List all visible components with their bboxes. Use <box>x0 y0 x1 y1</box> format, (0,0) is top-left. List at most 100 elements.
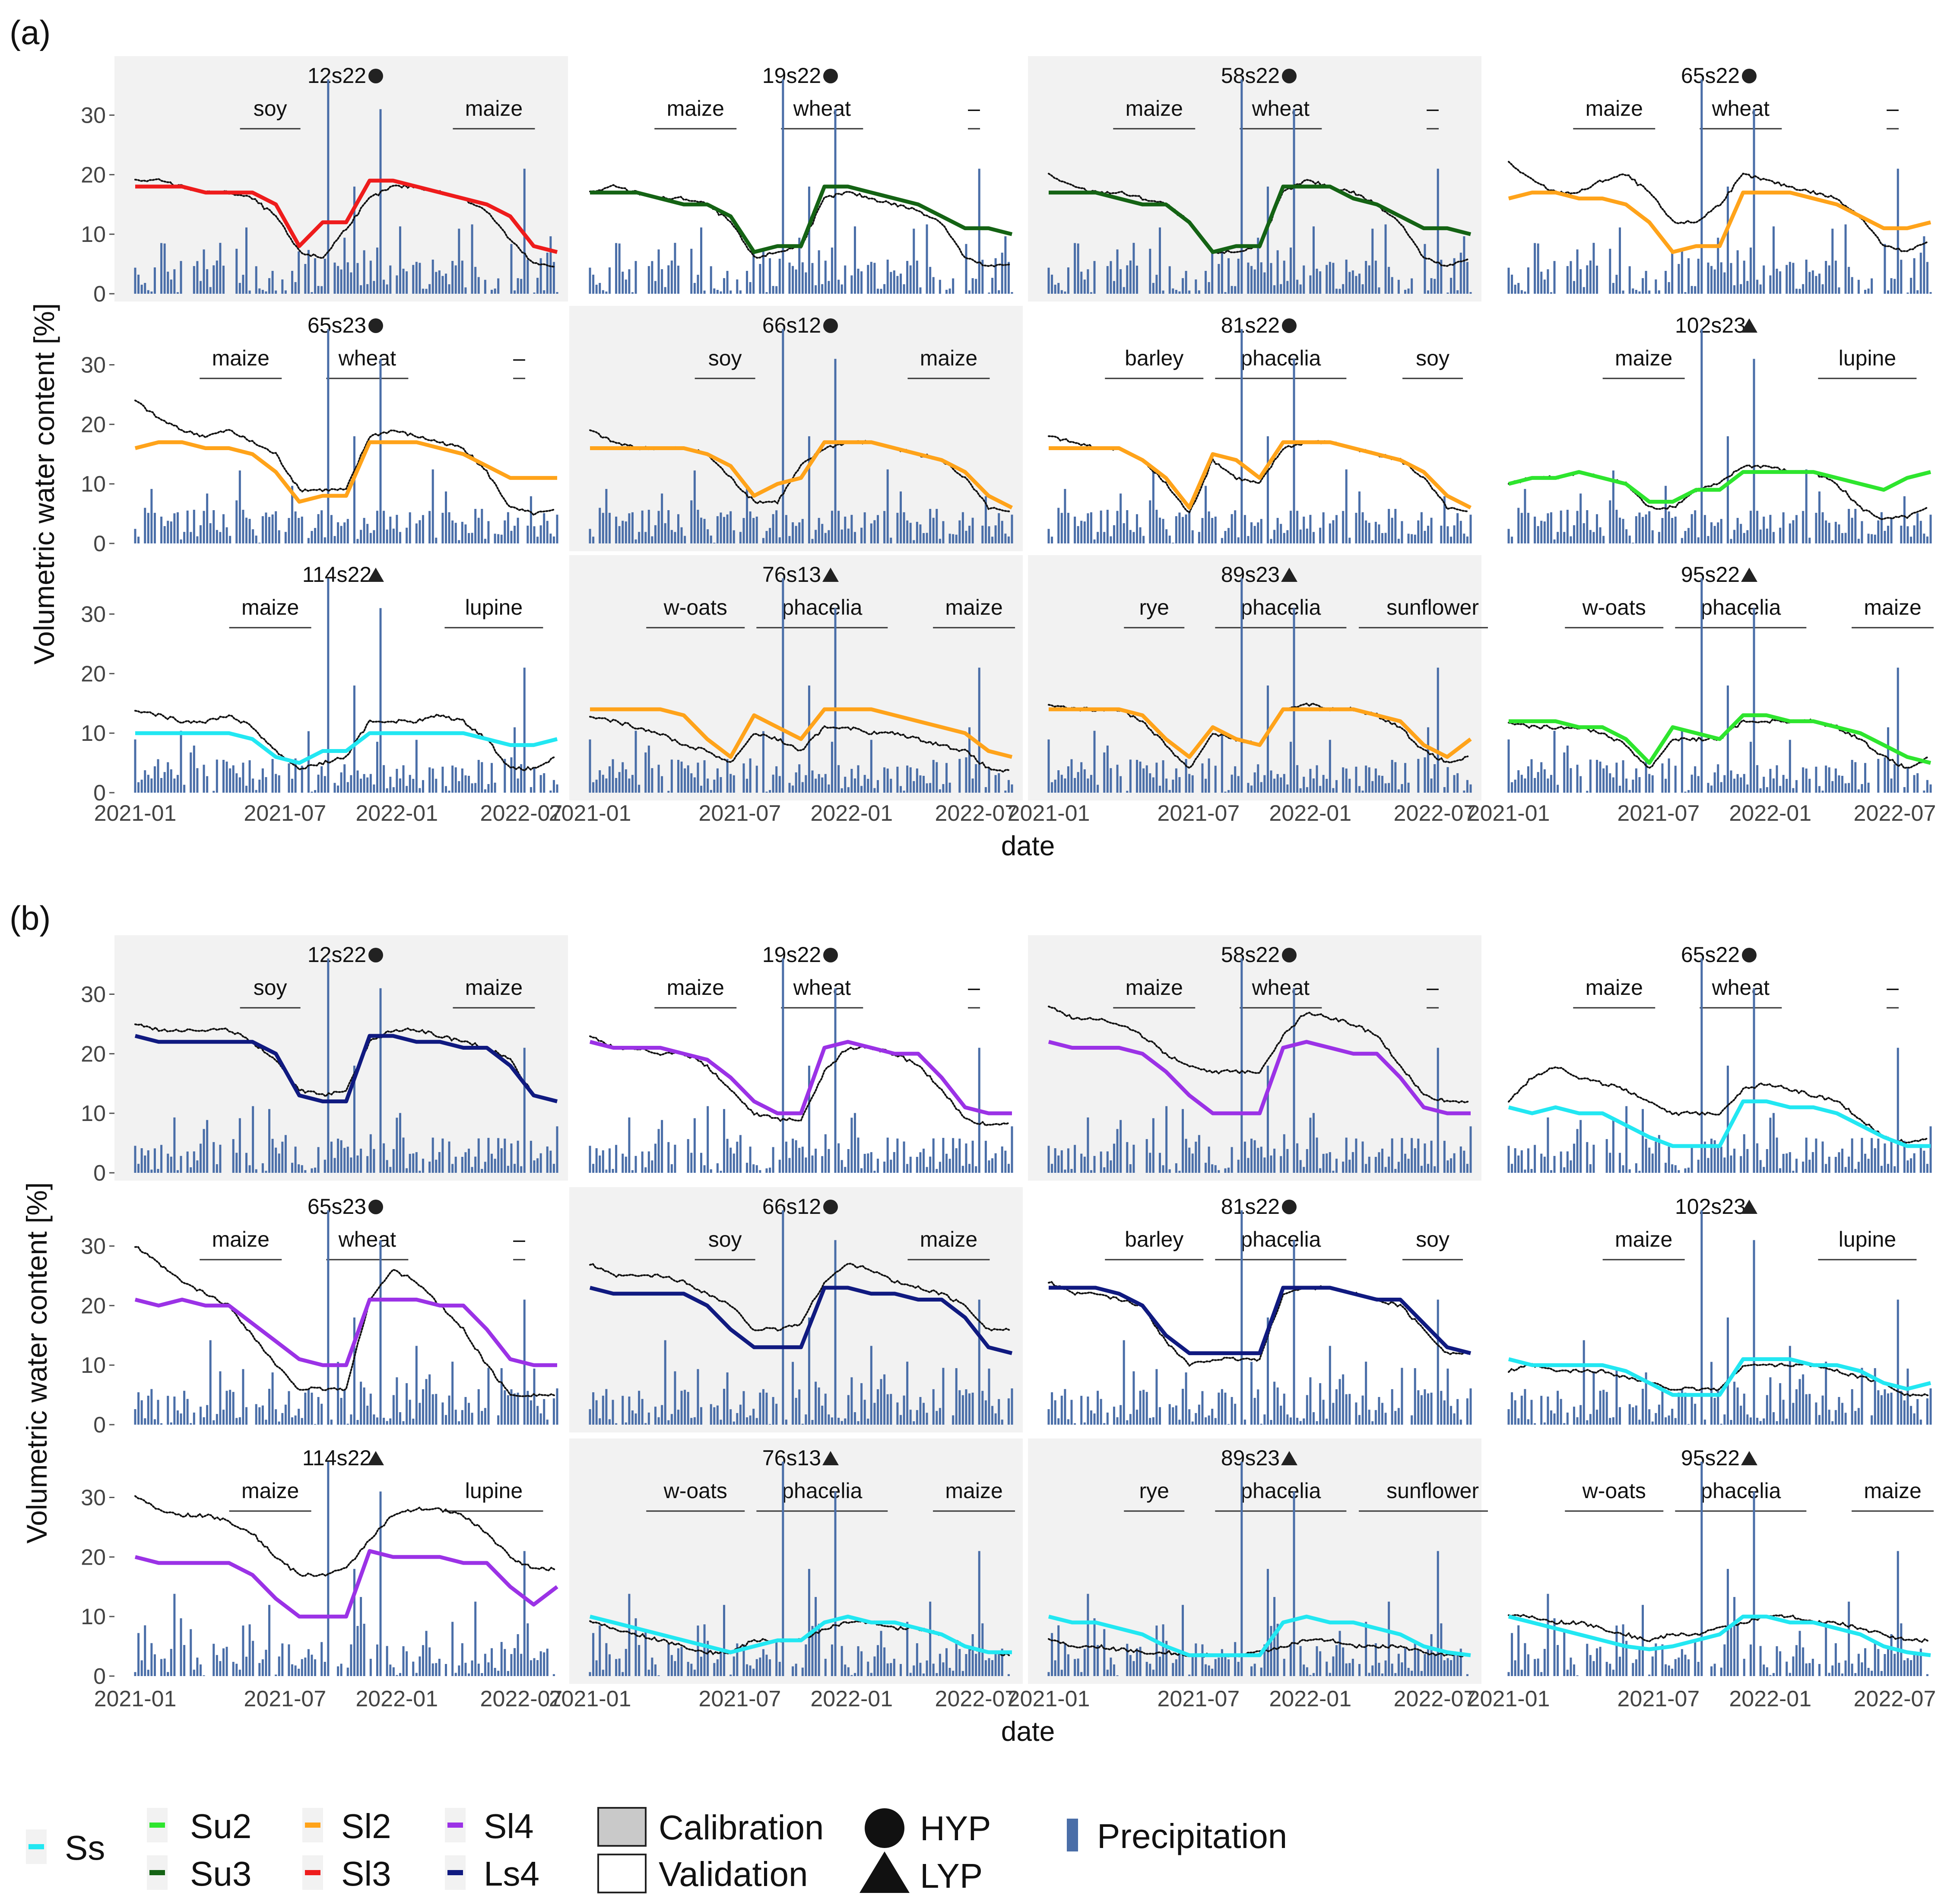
precip-bar <box>1746 530 1749 543</box>
precip-bar <box>494 533 496 543</box>
precip-bar <box>1789 1152 1791 1173</box>
precip-bar <box>778 258 781 294</box>
precip-bar <box>1700 958 1703 1173</box>
precip-bar <box>369 533 372 543</box>
precip-bar <box>1808 1159 1811 1173</box>
precip-bar <box>890 1394 892 1425</box>
precip-bar <box>383 279 385 294</box>
precip-bar <box>1165 1641 1168 1676</box>
precip-bar <box>1276 250 1279 294</box>
precip-bar <box>808 186 810 294</box>
precip-bar <box>494 1159 496 1173</box>
precip-bar <box>998 1652 1000 1676</box>
precip-bar <box>1749 248 1752 294</box>
precip-bar <box>589 529 591 543</box>
precip-bar <box>1299 529 1302 543</box>
precip-bar <box>1828 1673 1830 1676</box>
precip-bar <box>140 1660 143 1676</box>
precip-bar <box>1792 1656 1795 1676</box>
precip-bar <box>444 273 447 294</box>
precip-bar <box>1374 768 1377 793</box>
precip-bar <box>1443 496 1446 543</box>
precip-bar <box>448 1141 450 1173</box>
precip-bar <box>552 1164 555 1173</box>
precip-bar <box>1074 1659 1076 1676</box>
precip-bar <box>1159 227 1161 294</box>
precip-bar <box>1083 279 1086 294</box>
precip-bar <box>1772 532 1775 543</box>
precip-bar <box>1381 1149 1384 1173</box>
precip-bar <box>1417 759 1420 793</box>
precip-bar <box>1530 1169 1533 1173</box>
simulated-series <box>135 731 558 765</box>
precip-bar <box>1726 186 1729 294</box>
precip-bar <box>1129 1164 1132 1173</box>
precip-bar <box>1520 290 1523 294</box>
x-tick-label: 2022-07 <box>1394 1686 1476 1711</box>
precip-bar <box>1782 775 1785 793</box>
precip-bar <box>1103 1167 1106 1173</box>
precip-bar <box>265 1171 267 1173</box>
precip-bar <box>792 1362 794 1425</box>
precip-bar <box>1047 1672 1050 1676</box>
precip-bar <box>1162 1624 1164 1676</box>
precip-bar <box>1658 290 1660 294</box>
precip-bar <box>1576 1417 1579 1425</box>
y-tick-label: 0 <box>93 282 106 307</box>
precip-bar <box>883 1647 886 1676</box>
precip-bar <box>419 788 421 793</box>
precip-bar <box>739 532 742 543</box>
precip-bar <box>137 1164 140 1173</box>
precip-bar <box>1651 1421 1654 1425</box>
precip-bar <box>1841 1673 1844 1676</box>
precip-bar <box>1808 1663 1811 1676</box>
precip-bar <box>1077 243 1079 294</box>
precip-bar <box>1316 1137 1318 1173</box>
precip-bar <box>634 261 637 294</box>
precip-bar <box>873 263 876 294</box>
precip-bar <box>212 791 215 793</box>
precip-bar <box>1514 779 1516 793</box>
precip-bar <box>1120 1120 1122 1173</box>
precip-bar <box>1427 727 1430 793</box>
precip-bar <box>1583 287 1585 294</box>
precip-bar <box>258 1663 261 1676</box>
precip-bar <box>1135 514 1138 543</box>
precip-bar <box>294 758 297 793</box>
precip-bar <box>301 1165 303 1173</box>
precip-bar <box>507 1671 509 1676</box>
precip-bar <box>514 1393 516 1425</box>
precip-bar <box>356 263 359 294</box>
precip-bar <box>1786 1153 1788 1173</box>
precip-bar <box>1703 1419 1706 1425</box>
precip-bar <box>396 514 398 543</box>
precip-bar <box>1240 329 1243 543</box>
precip-bar <box>1884 757 1886 793</box>
precip-bar <box>1342 1374 1345 1425</box>
precip-bar <box>173 1396 176 1425</box>
precip-bar <box>222 759 225 793</box>
precip-bar <box>1110 1658 1112 1676</box>
precip-bar <box>818 774 820 793</box>
precip-bar <box>1625 1106 1628 1173</box>
precip-bar <box>903 1395 905 1425</box>
precip-bar <box>147 775 149 793</box>
plot-background <box>114 306 568 551</box>
precip-bar <box>634 1413 637 1425</box>
precip-bar <box>644 1629 647 1676</box>
precip-bar <box>1469 784 1472 793</box>
precip-bar <box>1507 529 1510 543</box>
precip-bar <box>886 259 889 294</box>
precip-bar <box>746 1162 748 1173</box>
precip-bar <box>1592 1144 1595 1173</box>
precip-bar <box>1257 764 1259 793</box>
precip-bar <box>134 267 136 294</box>
precip-bar <box>1162 519 1164 543</box>
precip-bar <box>1906 767 1909 793</box>
precip-bar <box>1851 1389 1853 1425</box>
precip-bar <box>876 515 879 543</box>
precip-bar <box>1586 791 1589 793</box>
precip-bar <box>1929 292 1932 294</box>
precip-bar <box>857 1646 859 1676</box>
precip-bar <box>1152 1417 1154 1425</box>
